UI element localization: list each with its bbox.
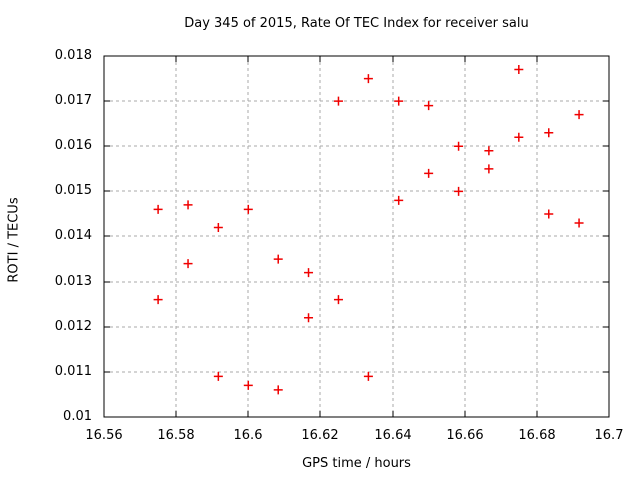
- x-tick-label: 16.64: [374, 428, 412, 443]
- data-point-marker: [544, 128, 554, 138]
- y-tick-label: 0.018: [54, 48, 92, 63]
- data-point-marker: [273, 385, 283, 395]
- data-point-marker: [394, 96, 404, 106]
- data-point-marker: [333, 295, 343, 305]
- data-point-marker: [454, 141, 464, 151]
- x-tick-label: 16.62: [301, 428, 339, 443]
- data-point-marker: [273, 254, 283, 264]
- data-point-marker: [574, 110, 584, 120]
- data-point-marker: [153, 295, 163, 305]
- y-tick-label: 0.017: [54, 93, 92, 108]
- x-tick-label: 16.58: [157, 428, 195, 443]
- x-tick-label: 16.68: [518, 428, 556, 443]
- data-point-marker: [424, 101, 434, 111]
- data-point-marker: [484, 164, 494, 174]
- x-tick-label: 16.56: [85, 428, 123, 443]
- y-tick-label: 0.015: [54, 183, 92, 198]
- data-point-marker: [183, 200, 193, 210]
- y-tick-label: 0.011: [54, 364, 92, 379]
- data-point-marker: [424, 168, 434, 178]
- x-tick-label: 16.7: [594, 428, 624, 443]
- y-tick-label: 0.014: [54, 228, 92, 243]
- data-point-marker: [394, 195, 404, 205]
- data-point-marker: [243, 204, 253, 214]
- data-point-marker: [544, 209, 554, 219]
- data-point-marker: [514, 132, 524, 142]
- data-point-marker: [153, 204, 163, 214]
- data-point-marker: [454, 186, 464, 196]
- x-tick-label: 16.66: [446, 428, 484, 443]
- y-tick-label: 0.012: [54, 319, 92, 334]
- data-point-marker: [304, 268, 314, 278]
- data-point-marker: [304, 313, 314, 323]
- data-point-marker: [213, 222, 223, 232]
- data-point-marker: [333, 96, 343, 106]
- data-point-marker: [484, 146, 494, 156]
- y-tick-label: 0.01: [63, 409, 92, 424]
- data-point-marker: [363, 74, 373, 84]
- data-point-marker: [183, 259, 193, 269]
- y-tick-label: 0.016: [54, 138, 92, 153]
- y-tick-label: 0.013: [54, 274, 92, 289]
- data-point-marker: [243, 380, 253, 390]
- data-point-marker: [574, 218, 584, 228]
- chart-title: Day 345 of 2015, Rate Of TEC Index for r…: [184, 16, 529, 31]
- x-axis-label: GPS time / hours: [302, 456, 411, 471]
- data-point-marker: [213, 371, 223, 381]
- data-point-marker: [363, 371, 373, 381]
- data-point-marker: [514, 65, 524, 75]
- x-tick-label: 16.6: [233, 428, 263, 443]
